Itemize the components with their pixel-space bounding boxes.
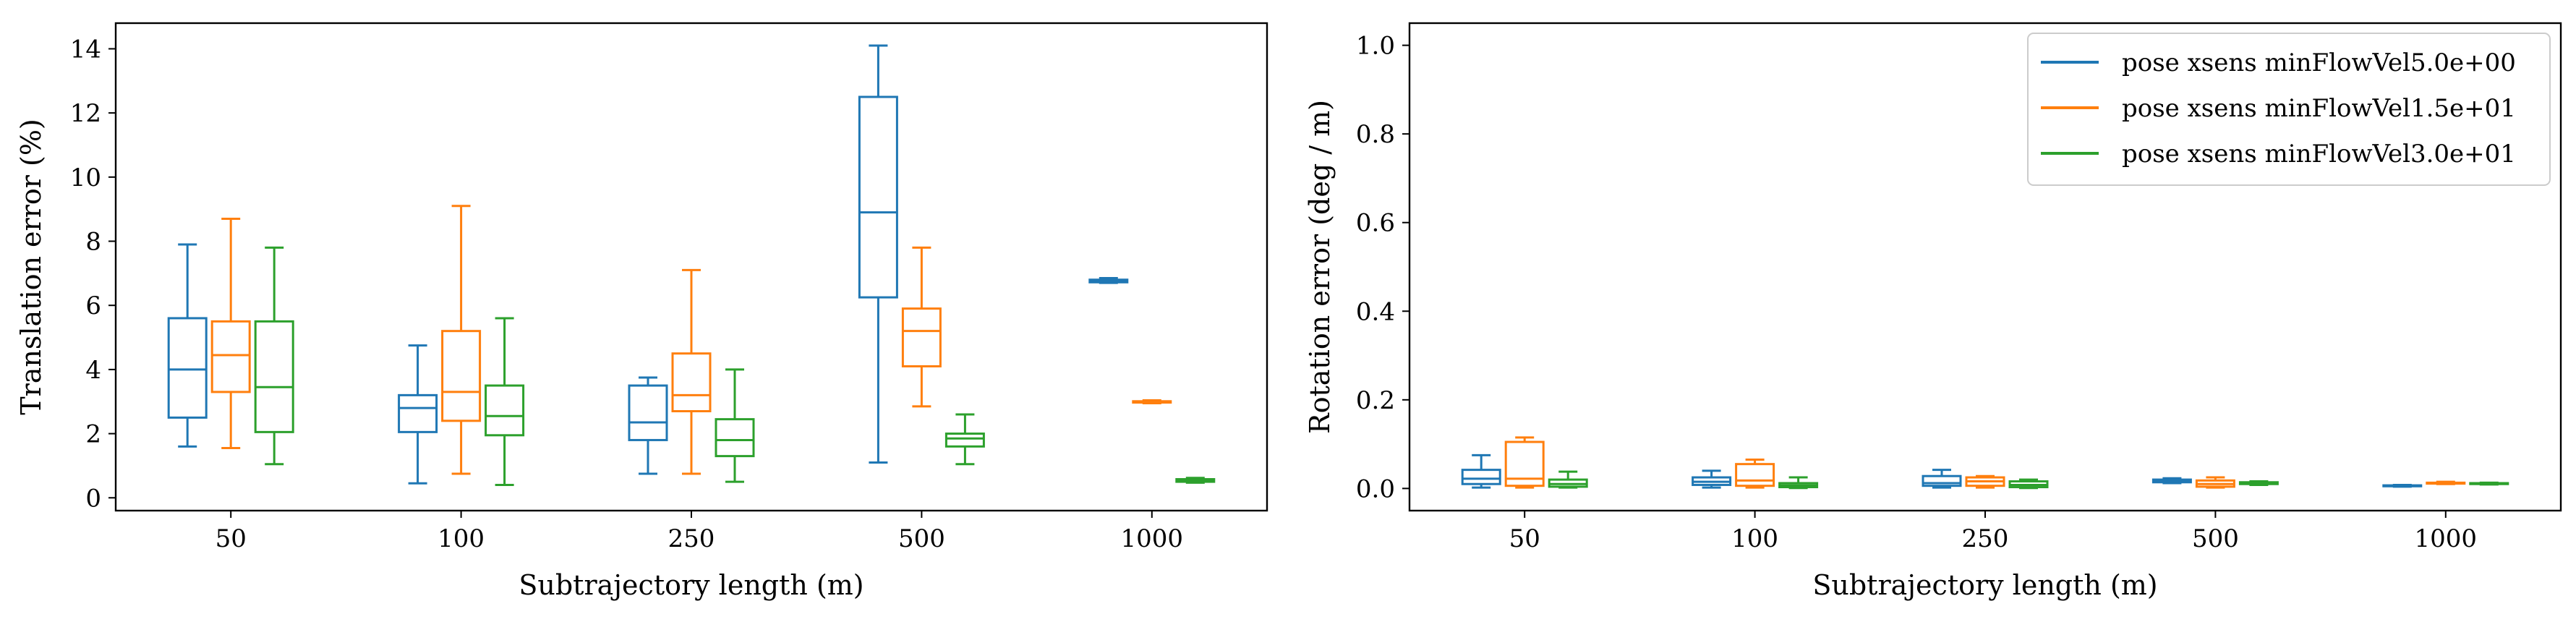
box-iqr bbox=[485, 384, 525, 437]
legend: pose xsens minFlowVel5.0e+00 pose xsens … bbox=[2027, 33, 2551, 186]
box-iqr bbox=[1504, 440, 1545, 487]
box-iqr bbox=[398, 393, 438, 433]
box-plot-1000-series-3 bbox=[1175, 477, 1216, 484]
y-tick-label: 0.8 bbox=[1356, 120, 1395, 149]
y-tick-label: 0.6 bbox=[1356, 209, 1395, 238]
y-tick-label: 12 bbox=[70, 99, 101, 128]
x-tick-label: 250 bbox=[1962, 524, 2009, 553]
x-tick-label: 1000 bbox=[1121, 524, 1184, 553]
y-tick-label: 0.4 bbox=[1356, 297, 1395, 326]
rotation-error-chart: Subtrajectory length (m) Rotation error … bbox=[1304, 22, 2562, 601]
box-plot-1000-series-1 bbox=[2382, 483, 2423, 488]
box-plot-100-series-2 bbox=[441, 205, 482, 475]
box-plot-250-series-1 bbox=[628, 376, 668, 475]
box-iqr bbox=[210, 320, 251, 393]
box-iqr bbox=[715, 418, 755, 458]
translation-error-chart: Subtrajectory length (m) Translation err… bbox=[15, 22, 1268, 601]
x-tick-label: 100 bbox=[438, 524, 485, 553]
box-plot-250-series-2 bbox=[671, 268, 712, 475]
box-plot-500-series-3 bbox=[944, 413, 985, 466]
box-iqr bbox=[254, 320, 294, 433]
y-tick-label: 0 bbox=[85, 484, 101, 513]
box-plot-500-series-3 bbox=[2238, 480, 2279, 486]
box-plot-50-series-2 bbox=[1504, 436, 1545, 489]
y-axis-label: Rotation error (deg / m) bbox=[1304, 100, 1336, 434]
x-tick-label: 500 bbox=[2192, 524, 2239, 553]
y-tick-label: 2 bbox=[85, 420, 101, 449]
box-plot-250-series-3 bbox=[715, 368, 755, 483]
box-plot-100-series-3 bbox=[1778, 476, 1819, 490]
x-tick-label: 50 bbox=[216, 524, 247, 553]
x-axis-label: Subtrajectory length (m) bbox=[1812, 569, 2157, 601]
box-plot-1000-series-1 bbox=[1088, 277, 1129, 284]
x-axis-label: Subtrajectory length (m) bbox=[519, 569, 863, 601]
box-plot-500-series-2 bbox=[901, 246, 942, 408]
legend-label: pose xsens minFlowVel1.5e+01 bbox=[2122, 94, 2516, 123]
box-plot-500-series-2 bbox=[2195, 476, 2235, 489]
box-plot-50-series-1 bbox=[1461, 453, 1501, 489]
box-iqr bbox=[1922, 474, 1962, 487]
box-plot-100-series-2 bbox=[1735, 459, 1775, 489]
box-plot-500-series-1 bbox=[858, 44, 898, 464]
y-axis-label: Translation error (%) bbox=[15, 119, 47, 415]
legend-label: pose xsens minFlowVel3.0e+01 bbox=[2122, 140, 2516, 169]
y-tick-label: 6 bbox=[85, 291, 101, 320]
box-iqr bbox=[858, 95, 898, 299]
x-tick-label: 50 bbox=[1509, 524, 1540, 553]
box-iqr bbox=[628, 384, 668, 441]
box-plot-50-series-3 bbox=[254, 246, 294, 466]
x-tick-label: 500 bbox=[898, 524, 945, 553]
box-iqr bbox=[944, 433, 985, 448]
box-plot-250-series-1 bbox=[1922, 469, 1962, 489]
box-plot-1000-series-3 bbox=[2469, 481, 2509, 486]
box-plot-1000-series-2 bbox=[1132, 399, 1172, 404]
y-tick-label: 14 bbox=[70, 35, 101, 64]
box-plot-250-series-2 bbox=[1965, 474, 2005, 489]
box-plot-50-series-1 bbox=[167, 243, 208, 448]
box-plot-250-series-3 bbox=[2008, 478, 2049, 490]
box-plot-50-series-3 bbox=[1548, 470, 1588, 489]
box-plot-100-series-1 bbox=[398, 344, 438, 485]
box-iqr bbox=[167, 317, 208, 419]
y-tick-label: 4 bbox=[85, 356, 101, 385]
y-tick-label: 1.0 bbox=[1356, 32, 1395, 61]
box-iqr bbox=[901, 307, 942, 367]
y-tick-label: 10 bbox=[70, 163, 101, 192]
x-tick-label: 250 bbox=[668, 524, 715, 553]
box-plot-500-series-1 bbox=[2151, 477, 2192, 485]
x-tick-label: 100 bbox=[1731, 524, 1778, 553]
box-plot-1000-series-2 bbox=[2426, 480, 2466, 485]
box-plot-100-series-1 bbox=[1692, 469, 1732, 489]
y-tick-label: 0.0 bbox=[1356, 474, 1395, 503]
box-iqr bbox=[441, 330, 482, 422]
legend-label: pose xsens minFlowVel5.0e+00 bbox=[2122, 48, 2516, 77]
box-iqr bbox=[1461, 469, 1501, 485]
box-plot-100-series-3 bbox=[485, 317, 525, 487]
box-iqr bbox=[1735, 463, 1775, 487]
y-tick-label: 0.2 bbox=[1356, 386, 1395, 415]
box-plot-50-series-2 bbox=[210, 217, 251, 450]
box-iqr bbox=[671, 352, 712, 413]
legend-frame bbox=[2027, 33, 2551, 186]
x-tick-label: 1000 bbox=[2415, 524, 2478, 553]
y-tick-label: 8 bbox=[85, 228, 101, 257]
